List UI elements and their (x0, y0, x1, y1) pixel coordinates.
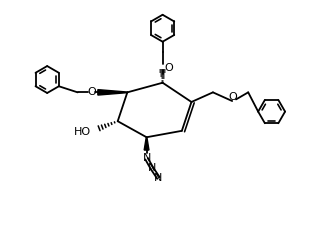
Text: O: O (228, 92, 237, 102)
Text: O: O (87, 87, 96, 97)
Text: O: O (164, 63, 173, 73)
Polygon shape (144, 137, 149, 150)
Text: N: N (142, 153, 151, 163)
Text: HO: HO (74, 127, 91, 137)
Polygon shape (98, 90, 127, 95)
Text: N: N (148, 163, 156, 173)
Text: N: N (154, 173, 163, 183)
